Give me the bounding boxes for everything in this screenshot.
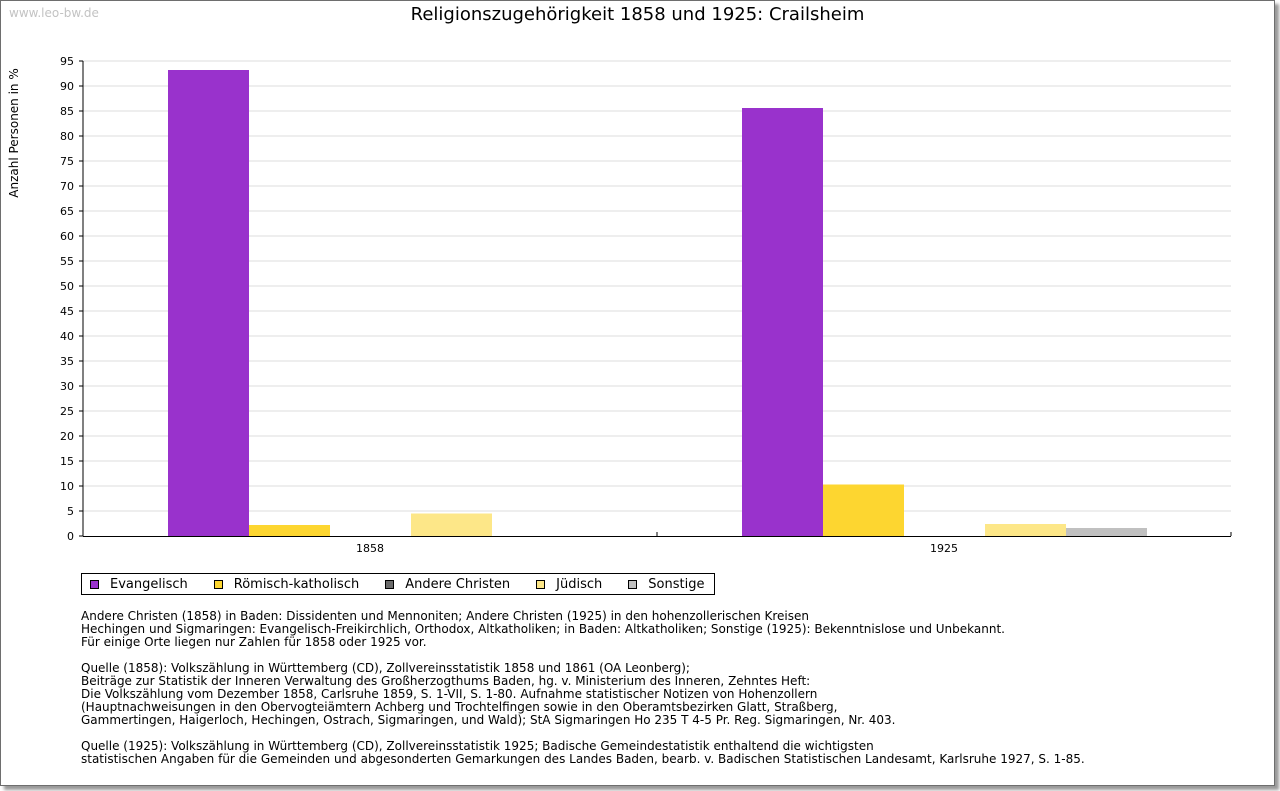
footnote-paragraph: Quelle (1858): Volkszählung in Württembe… <box>81 662 1085 727</box>
y-tick-label: 60 <box>60 230 74 243</box>
legend-swatch <box>628 579 638 589</box>
footnote-line: Quelle (1858): Volkszählung in Württembe… <box>81 661 690 675</box>
y-tick-label: 95 <box>60 55 74 68</box>
legend-swatch <box>536 579 546 589</box>
footnote-line: Andere Christen (1858) in Baden: Disside… <box>81 609 809 623</box>
footnote-line: Für einige Orte liegen nur Zahlen für 18… <box>81 635 427 649</box>
legend-item-sonstige: Sonstige <box>628 577 704 592</box>
y-tick-label: 70 <box>60 180 74 193</box>
y-tick-label: 45 <box>60 305 74 318</box>
legend-item-r-misch-katholisch: Römisch-katholisch <box>213 576 360 592</box>
bars <box>168 70 1147 536</box>
y-tick-label: 15 <box>60 455 74 468</box>
bar-evangelisch-1925 <box>742 108 823 536</box>
y-tick-label: 80 <box>60 130 74 143</box>
footnotes: Andere Christen (1858) in Baden: Disside… <box>81 610 1085 779</box>
y-tick-label: 90 <box>60 80 74 93</box>
y-tick-label: 5 <box>67 505 74 518</box>
legend-label: Evangelisch <box>110 576 188 592</box>
legend-item-evangelisch: Evangelisch <box>90 577 188 592</box>
legend-swatch <box>90 579 99 589</box>
legend-swatch <box>385 579 395 589</box>
bar-r-misch-katholisch-1925 <box>823 484 904 536</box>
footnote-line: Die Volkszählung vom Dezember 1858, Carl… <box>81 687 818 701</box>
y-axis-label: Anzahl Personen in % <box>7 68 21 198</box>
y-tick-label: 55 <box>60 255 74 268</box>
y-tick-label: 30 <box>60 380 74 393</box>
y-tick-label: 25 <box>60 405 74 418</box>
y-tick-label: 85 <box>60 105 74 118</box>
y-tick-label: 40 <box>60 330 74 343</box>
bar-sonstige-1925 <box>1066 528 1147 536</box>
legend-item-j-disch: Jüdisch <box>536 577 602 592</box>
bar-evangelisch-1858 <box>168 70 249 536</box>
x-tick-label: 1925 <box>930 542 958 555</box>
legend: Evangelisch Römisch-katholisch Andere Chri… <box>81 573 716 595</box>
footnote-line: Quelle (1925): Volkszählung in Württembe… <box>81 739 874 753</box>
footnote-line: Gammertingen, Haigerloch, Hechingen, Ost… <box>81 713 896 727</box>
footnote-paragraph: Quelle (1925): Volkszählung in Württembe… <box>81 740 1085 766</box>
legend-label: Römisch-katholisch <box>233 576 360 592</box>
bar-chart: 0 5 10 15 20 25 30 35 40 45 50 55 60 65 70 75 80 85 90 95 18… <box>7 55 1232 555</box>
axes <box>79 60 1232 537</box>
bar-r-misch-katholisch-1858 <box>249 525 330 536</box>
footnote-line: Hechingen und Sigmaringen: Evangelisch-F… <box>81 622 1005 636</box>
footnote-paragraph: Andere Christen (1858) in Baden: Disside… <box>81 610 1085 649</box>
y-tick-label: 10 <box>60 480 74 493</box>
bar-j-disch-1858 <box>411 513 492 536</box>
grid-lines <box>83 60 1231 512</box>
footnote-line: statistischen Angaben für die Gemeinden … <box>81 752 1085 766</box>
footnote-line: Beiträge zur Statistik der Inneren Verwa… <box>81 674 811 688</box>
y-tick-label: 20 <box>60 430 74 443</box>
bar-j-disch-1925 <box>985 524 1066 536</box>
y-tick-label: 0 <box>67 530 74 543</box>
y-tick-label: 65 <box>60 205 74 218</box>
y-tick-label: 35 <box>60 355 74 368</box>
footnote-line: (Hauptnachweisungen in den Obervogteiämt… <box>81 700 838 714</box>
chart-title: Religionszugehörigkeit 1858 und 1925: Cr… <box>410 4 865 25</box>
watermark: www.leo-bw.de <box>9 6 99 20</box>
legend-item-andere-christen: Andere Christen <box>385 577 510 592</box>
y-tick-label: 50 <box>60 280 74 293</box>
legend-label: Jüdisch <box>556 576 603 592</box>
y-tick-label: 75 <box>60 155 74 168</box>
tick-labels: 0 5 10 15 20 25 30 35 40 45 50 55 60 65 70 75 80 85 90 95 18… <box>60 55 958 555</box>
legend-label: Andere Christen <box>405 576 511 592</box>
x-tick-label: 1858 <box>356 542 384 555</box>
legend-swatch <box>213 579 223 589</box>
legend-label: Sonstige <box>648 576 705 592</box>
